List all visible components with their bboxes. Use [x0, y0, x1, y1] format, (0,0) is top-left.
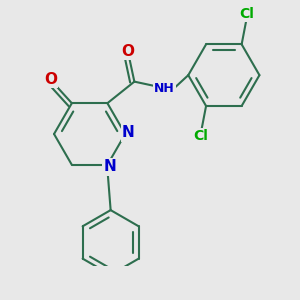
Text: Cl: Cl: [193, 129, 208, 143]
Text: N: N: [122, 125, 135, 140]
Text: Cl: Cl: [240, 7, 254, 21]
Text: NH: NH: [154, 82, 175, 94]
Text: O: O: [44, 72, 57, 87]
Text: O: O: [122, 44, 134, 59]
Text: N: N: [103, 160, 116, 175]
